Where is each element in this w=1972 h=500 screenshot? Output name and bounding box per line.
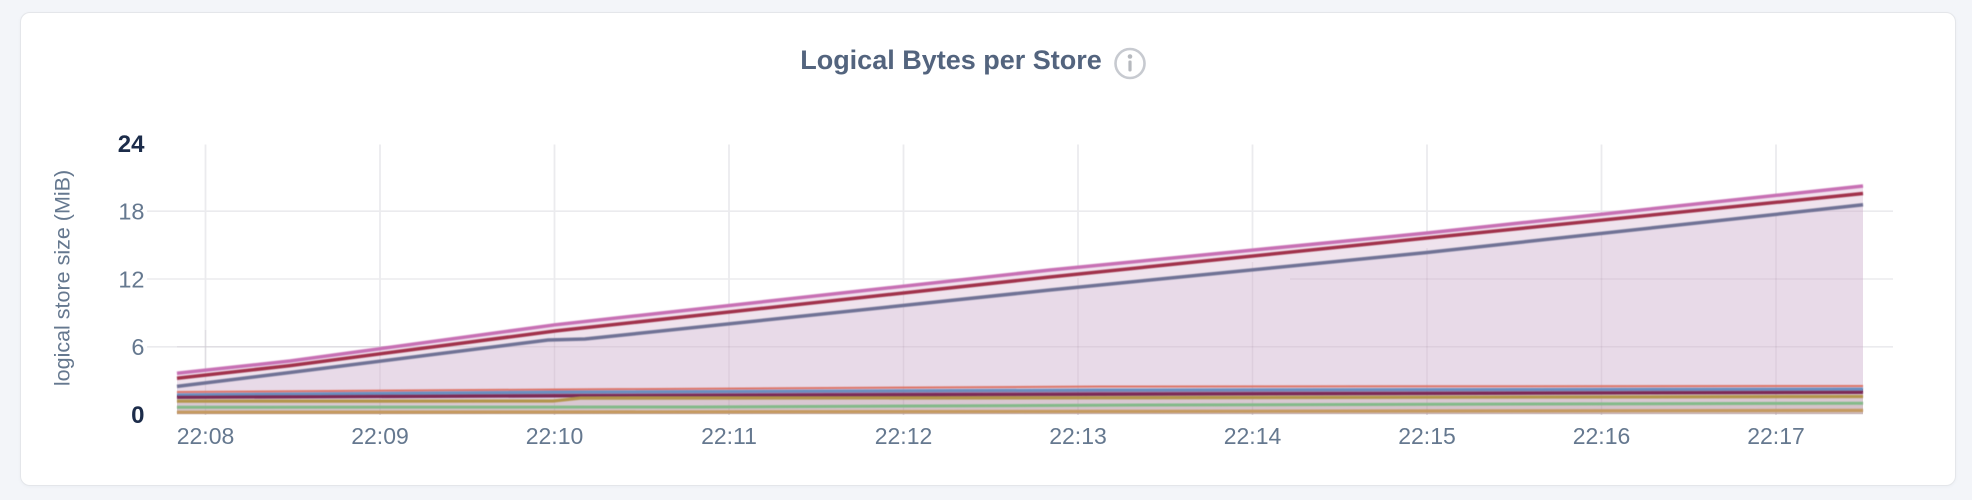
svg-text:22:16: 22:16: [1573, 423, 1631, 449]
svg-text:22:14: 22:14: [1224, 423, 1282, 449]
svg-text:22:11: 22:11: [701, 423, 757, 449]
svg-text:18: 18: [118, 199, 144, 225]
svg-text:22:12: 22:12: [875, 423, 933, 449]
svg-text:logical store size (MiB): logical store size (MiB): [51, 170, 75, 386]
svg-text:Logical Bytes per Store: Logical Bytes per Store: [800, 45, 1102, 75]
svg-text:22:13: 22:13: [1049, 423, 1107, 449]
svg-text:22:09: 22:09: [351, 423, 409, 449]
svg-text:22:10: 22:10: [526, 423, 584, 449]
svg-text:6: 6: [131, 334, 144, 360]
svg-text:24: 24: [118, 131, 145, 158]
svg-text:22:08: 22:08: [177, 423, 235, 449]
svg-text:0: 0: [131, 402, 144, 429]
svg-text:22:17: 22:17: [1747, 423, 1805, 449]
svg-text:22:15: 22:15: [1398, 423, 1456, 449]
svg-text:12: 12: [118, 266, 144, 292]
